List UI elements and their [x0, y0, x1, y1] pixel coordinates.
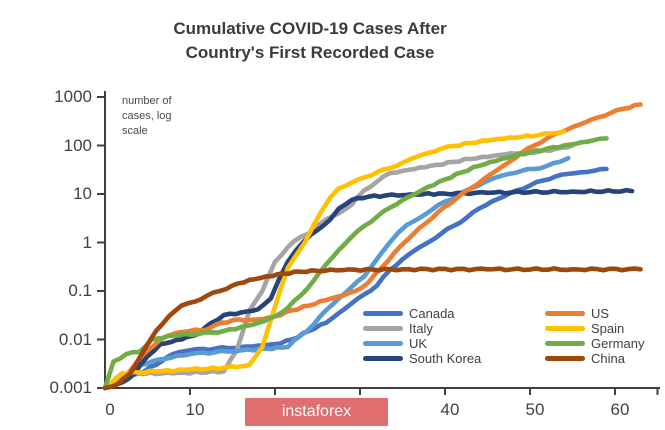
- legend-item-south-korea: South Korea: [363, 351, 481, 366]
- legend-label: Germany: [591, 336, 645, 351]
- series-line-spain: [102, 129, 567, 391]
- legend-label: Spain: [591, 321, 625, 336]
- legend-label: Italy: [409, 321, 433, 336]
- legend-item-spain: Spain: [545, 321, 624, 336]
- y-tick-label-0.01: 0.01: [58, 329, 92, 349]
- y-tick-label-10: 10: [73, 184, 92, 203]
- legend-label: UK: [409, 336, 428, 351]
- y-tick-label-100: 100: [63, 135, 92, 155]
- legend-swatch-uk: [363, 341, 403, 346]
- x-tick-label-60: 60: [610, 400, 630, 419]
- x-tick-label-0: 0: [105, 400, 115, 419]
- y-tick-label-1000: 1000: [54, 87, 92, 106]
- legend-label: South Korea: [409, 351, 482, 366]
- series-line-us: [102, 102, 643, 391]
- y-tick-label-0.1: 0.1: [68, 281, 92, 300]
- legend-swatch-germany: [545, 341, 585, 346]
- y-axis-note-line3: scale: [122, 124, 148, 137]
- y-tick-label-0.001: 0.001: [49, 378, 92, 397]
- legend-item-italy: Italy: [363, 321, 433, 336]
- y-axis-note: number of cases, log scale: [122, 94, 172, 139]
- legend-swatch-spain: [545, 326, 585, 331]
- series-line-italy: [102, 143, 575, 391]
- legend-swatch-south-korea: [363, 356, 403, 361]
- y-axis-note-line2: cases, log: [122, 109, 172, 122]
- y-axis-note-line1: number of: [122, 95, 172, 107]
- legend-label: China: [591, 351, 625, 366]
- legend-item-germany: Germany: [545, 336, 644, 351]
- series-line-china: [102, 266, 643, 391]
- legend-swatch-italy: [363, 326, 403, 331]
- x-tick-label-50: 50: [525, 400, 545, 419]
- legend-item-canada: Canada: [363, 306, 455, 321]
- x-tick-label-10: 10: [185, 400, 205, 419]
- legend-swatch-us: [545, 311, 585, 316]
- series-line-uk: [102, 155, 571, 391]
- legend-label: US: [591, 306, 610, 321]
- legend-item-us: US: [545, 306, 609, 321]
- chart-title-line2: Country's First Recorded Case: [185, 43, 435, 63]
- legend-swatch-china: [545, 356, 585, 361]
- legend-item-china: China: [545, 351, 625, 366]
- legend-label: Canada: [409, 306, 455, 321]
- chart-title-line1: Cumulative COVID-19 Cases After: [173, 19, 447, 38]
- y-tick-label-1: 1: [82, 232, 92, 252]
- series-line-germany: [102, 136, 609, 391]
- legend-item-uk: UK: [363, 336, 427, 351]
- x-tick-label-40: 40: [440, 400, 460, 419]
- chart-title: Cumulative COVID-19 Cases After Country'…: [90, 17, 530, 65]
- instaforex-watermark: instaforex: [245, 398, 388, 426]
- legend-swatch-canada: [363, 311, 403, 316]
